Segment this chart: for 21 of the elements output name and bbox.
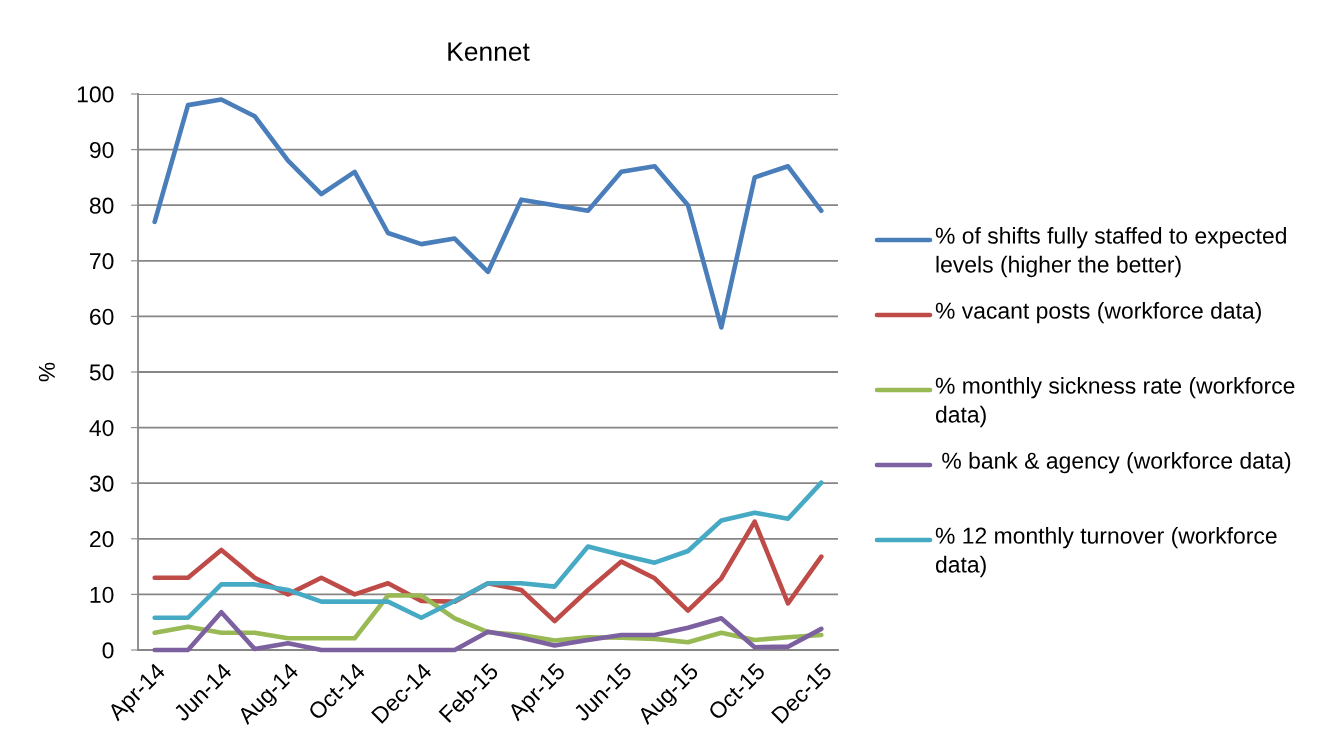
y-tick-label: 40 (89, 419, 114, 437)
y-tick-label: 0 (102, 642, 114, 659)
y-tick-label: 100 (77, 86, 114, 103)
legend-label: % bank & agency (workforce data) (942, 452, 1291, 474)
legend-label: % 12 monthly turnover (workforce data) (935, 527, 1277, 578)
chart-title: Kennet (448, 42, 530, 61)
y-tick-label: 10 (90, 586, 114, 603)
legend-label: % monthly sickness rate (workforce data) (935, 377, 1295, 428)
y-tick-label: 30 (89, 475, 114, 492)
y-tick-label: 70 (90, 253, 114, 270)
y-tick-label: 50 (89, 364, 114, 381)
line-series (152, 480, 824, 621)
legend-label: % vacant posts (workforce data) (935, 302, 1261, 324)
y-tick-label: 90 (89, 141, 114, 159)
line-series (152, 97, 824, 330)
y-axis-title: % (38, 362, 55, 382)
y-tick-label: 60 (90, 308, 114, 325)
y-tick-label: 20 (90, 531, 114, 548)
y-tick-label: 80 (89, 197, 114, 214)
line-series (152, 609, 824, 653)
legend-label: % of shifts fully staffed to expected levels (higher the better) (935, 227, 1286, 278)
